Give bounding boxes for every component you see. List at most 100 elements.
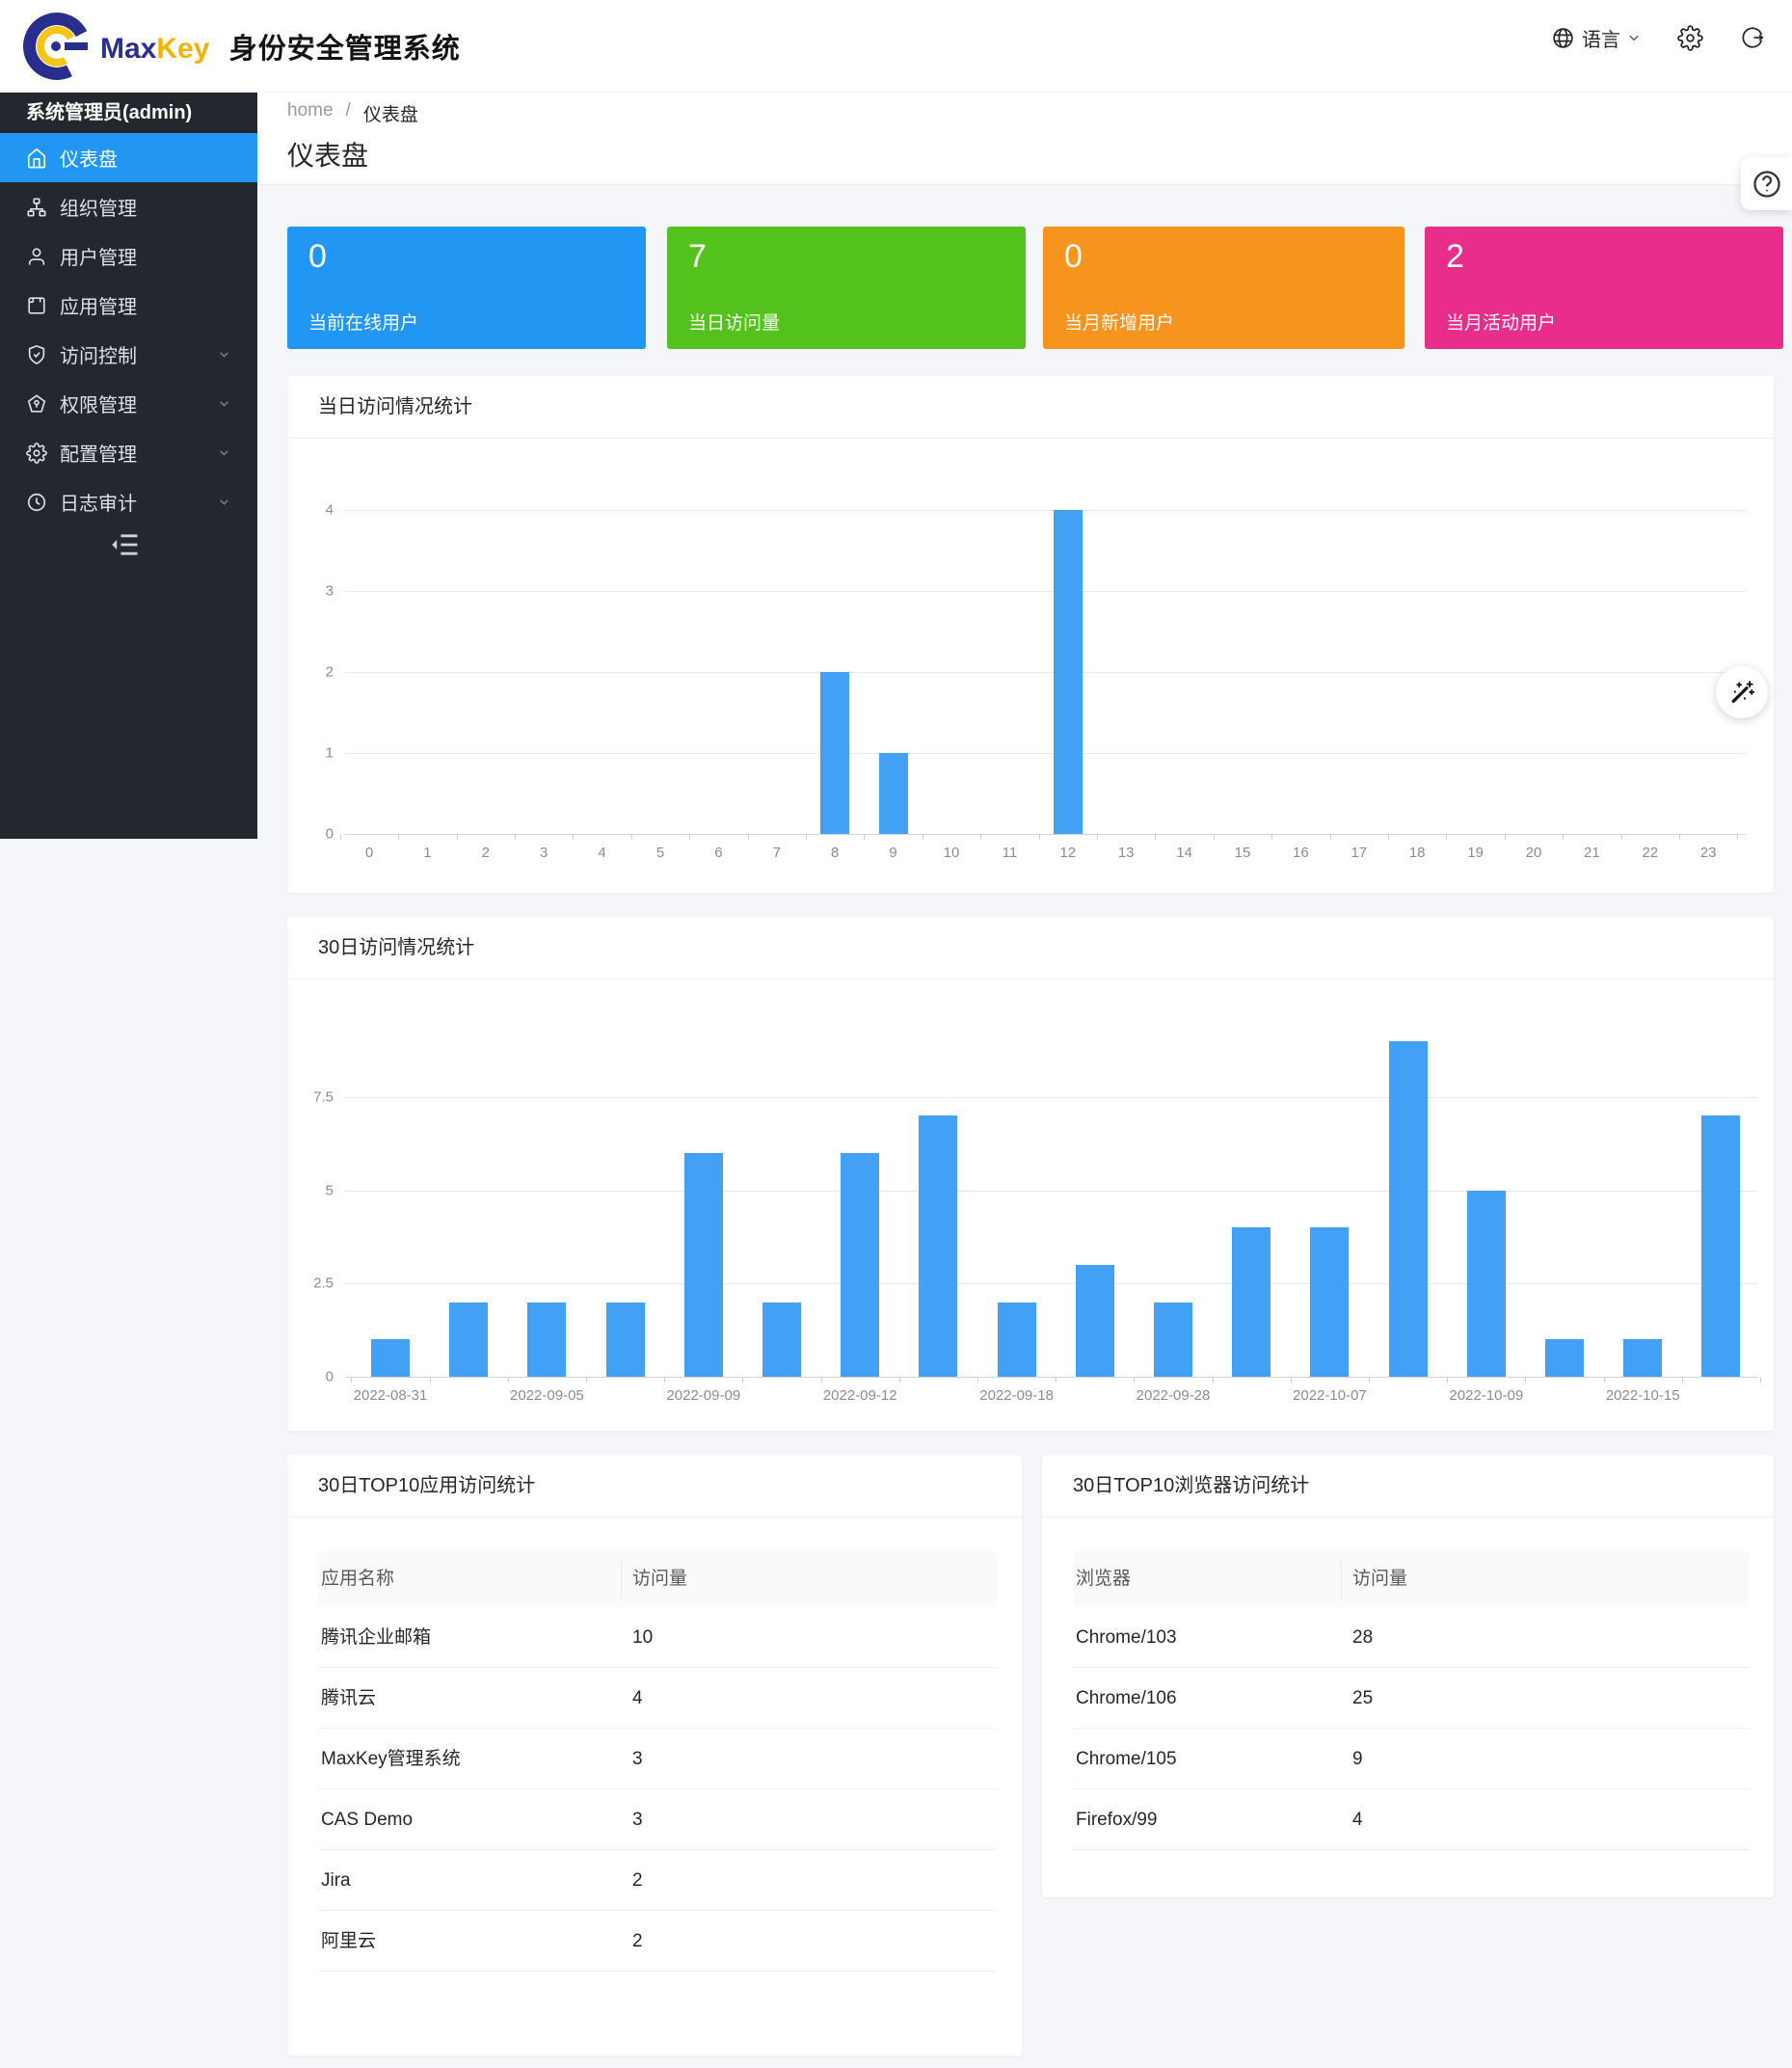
column-header: 访问量	[632, 1569, 688, 1589]
x-axis-tick	[747, 835, 749, 840]
stat-card-month-new-users: 0 当月新增用户	[1043, 227, 1404, 349]
sidebar-item-应用管理[interactable]: 应用管理	[0, 281, 257, 330]
magic-wand-button[interactable]	[1716, 666, 1768, 718]
today-visits-bar-chart: 0 1 2 3 4 0 1 2 3 4 5 6 7 8 9 10 11 12 13 14 15 16 17 18 19 20 21 2…	[287, 440, 1774, 893]
y-axis-tick-label: 2	[325, 663, 334, 681]
sidebar-item-仪表盘[interactable]: 仪表盘	[0, 133, 257, 182]
stat-value: 0	[1064, 238, 1083, 275]
help-button[interactable]	[1741, 157, 1792, 210]
x-axis-tick-label: 15	[1234, 845, 1251, 861]
cell-value: 28	[1352, 1627, 1374, 1648]
panel-top10-browsers: 30日TOP10浏览器访问统计 浏览器 访问量 Chrome/103 28 Chrome…	[1042, 1455, 1774, 1897]
sidebar-item-label: 组织管理	[60, 199, 137, 220]
x-axis-tick	[515, 835, 516, 840]
settings-button[interactable]	[1677, 24, 1703, 51]
panel-title: 30日TOP10浏览器访问统计	[1042, 1455, 1774, 1517]
x-axis-tick	[1603, 1378, 1605, 1383]
table-row[interactable]: 阿里云 2	[319, 1911, 997, 1972]
sidebar-item-用户管理[interactable]: 用户管理	[0, 231, 257, 281]
x-axis-tick-label: 1	[423, 845, 432, 861]
bar	[1388, 1040, 1428, 1377]
sidebar-item-label: 权限管理	[60, 395, 137, 416]
x-axis-tick-label: 23	[1699, 845, 1717, 861]
bar	[1075, 1264, 1114, 1377]
product-title: 身份安全管理系统	[228, 34, 461, 65]
cell-value: 4	[632, 1688, 643, 1708]
x-axis-tick	[1097, 835, 1098, 840]
x-axis-tick	[1679, 835, 1680, 840]
x-axis-tick	[507, 1378, 509, 1383]
bar	[1310, 1227, 1350, 1377]
content-header: home / 仪表盘 仪表盘	[257, 93, 1792, 185]
menu-fold-icon	[112, 534, 138, 555]
table-row[interactable]: 腾讯企业邮箱 10	[319, 1607, 997, 1668]
x-axis-tick	[1504, 835, 1506, 840]
stat-card-online-users: 0 当前在线用户	[287, 227, 646, 349]
bar	[820, 672, 850, 834]
x-axis-tick-label: 10	[943, 845, 960, 861]
gridline	[345, 753, 1746, 754]
sidebar-item-访问控制[interactable]: 访问控制	[0, 330, 257, 379]
sidebar-item-配置管理[interactable]: 配置管理	[0, 428, 257, 477]
top10-browsers-table: 浏览器 访问量 Chrome/103 28 Chrome/106 25 Chrome/105…	[1074, 1551, 1749, 1850]
table-row[interactable]: CAS Demo 3	[319, 1789, 997, 1850]
cell-name: 腾讯企业邮箱	[321, 1627, 432, 1648]
cell-name: Chrome/103	[1076, 1627, 1177, 1648]
y-axis-tick-label: 0	[325, 825, 334, 843]
cell-name: 阿里云	[321, 1931, 377, 1951]
table-row[interactable]: Jira 2	[319, 1850, 997, 1911]
bar	[1154, 1302, 1192, 1377]
x-axis-tick	[1271, 835, 1273, 840]
table-row[interactable]: 腾讯云 4	[319, 1668, 997, 1729]
cell-value: 25	[1352, 1688, 1374, 1708]
x-axis-tick	[339, 835, 341, 840]
x-axis-tick	[1737, 835, 1739, 840]
x-axis-tick	[1134, 1378, 1136, 1383]
logout-icon	[1742, 27, 1764, 48]
breadcrumb-separator: /	[345, 100, 351, 121]
x-axis-tick	[1447, 1378, 1449, 1383]
sidebar-item-label: 访问控制	[60, 346, 137, 367]
breadcrumb-home[interactable]: home	[287, 100, 334, 121]
bar	[1545, 1339, 1584, 1377]
sidebar-item-label: 仪表盘	[60, 149, 118, 171]
bar	[1053, 510, 1083, 834]
x-axis-tick	[456, 835, 458, 840]
y-axis-tick-label: 1	[325, 744, 334, 762]
x-axis-tick-label: 2022-09-18	[979, 1387, 1054, 1404]
table-row[interactable]: Chrome/106 25	[1074, 1668, 1749, 1729]
table-row[interactable]: MaxKey管理系统 3	[319, 1729, 997, 1789]
sidebar-item-label: 用户管理	[60, 248, 137, 269]
x-axis-tick-label: 20	[1525, 845, 1542, 861]
org-icon	[26, 197, 47, 218]
sidebar-item-权限管理[interactable]: 权限管理	[0, 379, 257, 428]
gridline	[345, 510, 1746, 511]
header-actions: 语言	[1551, 0, 1765, 75]
x-axis-tick-label: 2022-10-07	[1293, 1387, 1367, 1404]
question-icon	[1752, 170, 1780, 198]
bar	[1232, 1227, 1271, 1377]
sidebar-item-日志审计[interactable]: 日志审计	[0, 477, 257, 526]
stat-label: 当日访问量	[688, 313, 781, 334]
cell-value: 9	[1352, 1749, 1363, 1769]
bar	[1701, 1115, 1741, 1377]
language-menu[interactable]: 语言	[1551, 24, 1641, 52]
y-axis-tick-label: 0	[325, 1368, 334, 1385]
sidebar-collapse-button[interactable]	[108, 528, 147, 561]
top10-apps-table: 应用名称 访问量 腾讯企业邮箱 10 腾讯云 4 MaxKey管理系统 3 CAS Demo 3 J…	[319, 1551, 997, 1972]
cell-name: Chrome/106	[1076, 1688, 1177, 1708]
table-row[interactable]: Firefox/99 4	[1074, 1789, 1749, 1850]
breadcrumb-current: 仪表盘	[362, 105, 418, 125]
table-row[interactable]: Chrome/105 9	[1074, 1729, 1749, 1789]
sidebar-item-组织管理[interactable]: 组织管理	[0, 182, 257, 231]
table-row[interactable]: Chrome/103 28	[1074, 1607, 1749, 1668]
bar	[1623, 1339, 1663, 1377]
gridline	[345, 591, 1746, 592]
x-axis-tick	[1212, 1378, 1214, 1383]
x-axis-tick	[1213, 835, 1215, 840]
x-axis-tick-label: 6	[714, 845, 723, 861]
gridline	[345, 1190, 1757, 1192]
logout-button[interactable]	[1740, 25, 1765, 50]
maxkey-logo-icon	[13, 3, 100, 90]
bar	[683, 1152, 723, 1377]
